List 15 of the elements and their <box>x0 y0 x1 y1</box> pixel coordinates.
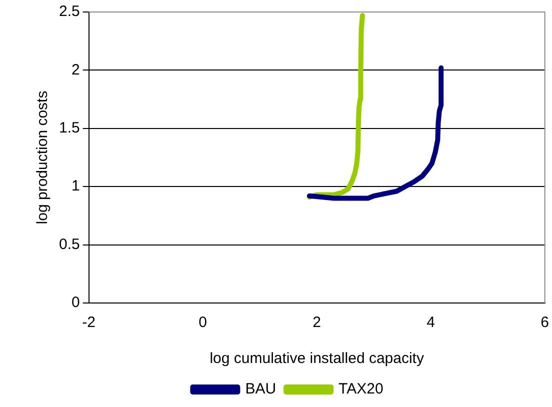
x-tick-label: 2 <box>312 314 322 332</box>
y-tick-label: 0 <box>72 294 80 312</box>
x-axis-title: log cumulative installed capacity <box>210 350 424 368</box>
y-tick-label: 1.5 <box>58 120 80 137</box>
legend-label: TAX20 <box>338 380 384 398</box>
x-tick-label: 6 <box>540 314 549 332</box>
y-tick-label: 0.5 <box>58 236 80 253</box>
y-tick-label: 2 <box>72 61 80 78</box>
y-tick-label: 1 <box>72 178 80 195</box>
y-axis-title: log production costs <box>34 90 52 224</box>
x-tick-label: 0 <box>198 314 208 332</box>
y-tick-label: 2.5 <box>58 3 80 20</box>
legend-label: BAU <box>245 380 276 398</box>
x-tick-label: 4 <box>426 314 436 332</box>
x-tick-label: -2 <box>82 314 96 332</box>
